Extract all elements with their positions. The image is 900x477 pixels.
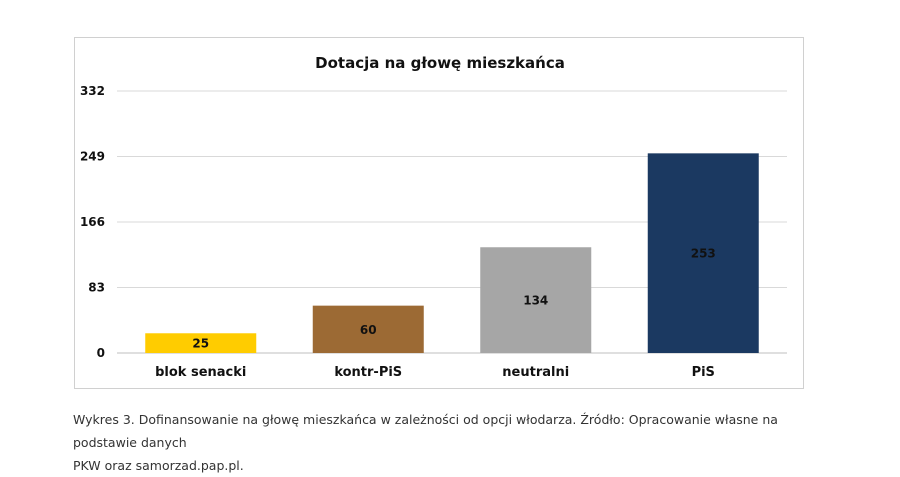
bar [312, 305, 424, 353]
y-tick-label: 166 [80, 215, 105, 229]
x-tick-label: PiS [692, 365, 715, 380]
y-tick-label: 0 [97, 346, 105, 360]
y-tick-label: 83 [88, 281, 105, 295]
bar-chart: Dotacja na głowę mieszkańca 0 83 166 249 332… [80, 54, 787, 380]
data-label: 25 [192, 337, 209, 351]
y-tick-label: 249 [80, 150, 105, 164]
chart-frame: Dotacja na głowę mieszkańca 0 83 166 249 332… [74, 37, 804, 389]
bar [480, 247, 592, 353]
caption-line-1: Wykres 3. Dofinansowanie na głowę mieszk… [73, 412, 778, 450]
bar [145, 333, 257, 353]
data-label: 134 [523, 294, 548, 308]
x-tick-label: kontr-PiS [334, 365, 402, 380]
figure-caption: Wykres 3. Dofinansowanie na głowę mieszk… [73, 408, 833, 477]
data-label: 253 [691, 247, 716, 261]
x-tick-label: neutralni [502, 365, 569, 380]
chart-title: Dotacja na głowę mieszkańca [315, 54, 565, 72]
caption-line-2: PKW oraz samorzad.pap.pl. [73, 458, 244, 473]
bar [647, 153, 759, 353]
y-tick-label: 332 [80, 84, 105, 98]
data-label: 60 [360, 323, 377, 337]
x-tick-label: blok senacki [155, 365, 246, 380]
